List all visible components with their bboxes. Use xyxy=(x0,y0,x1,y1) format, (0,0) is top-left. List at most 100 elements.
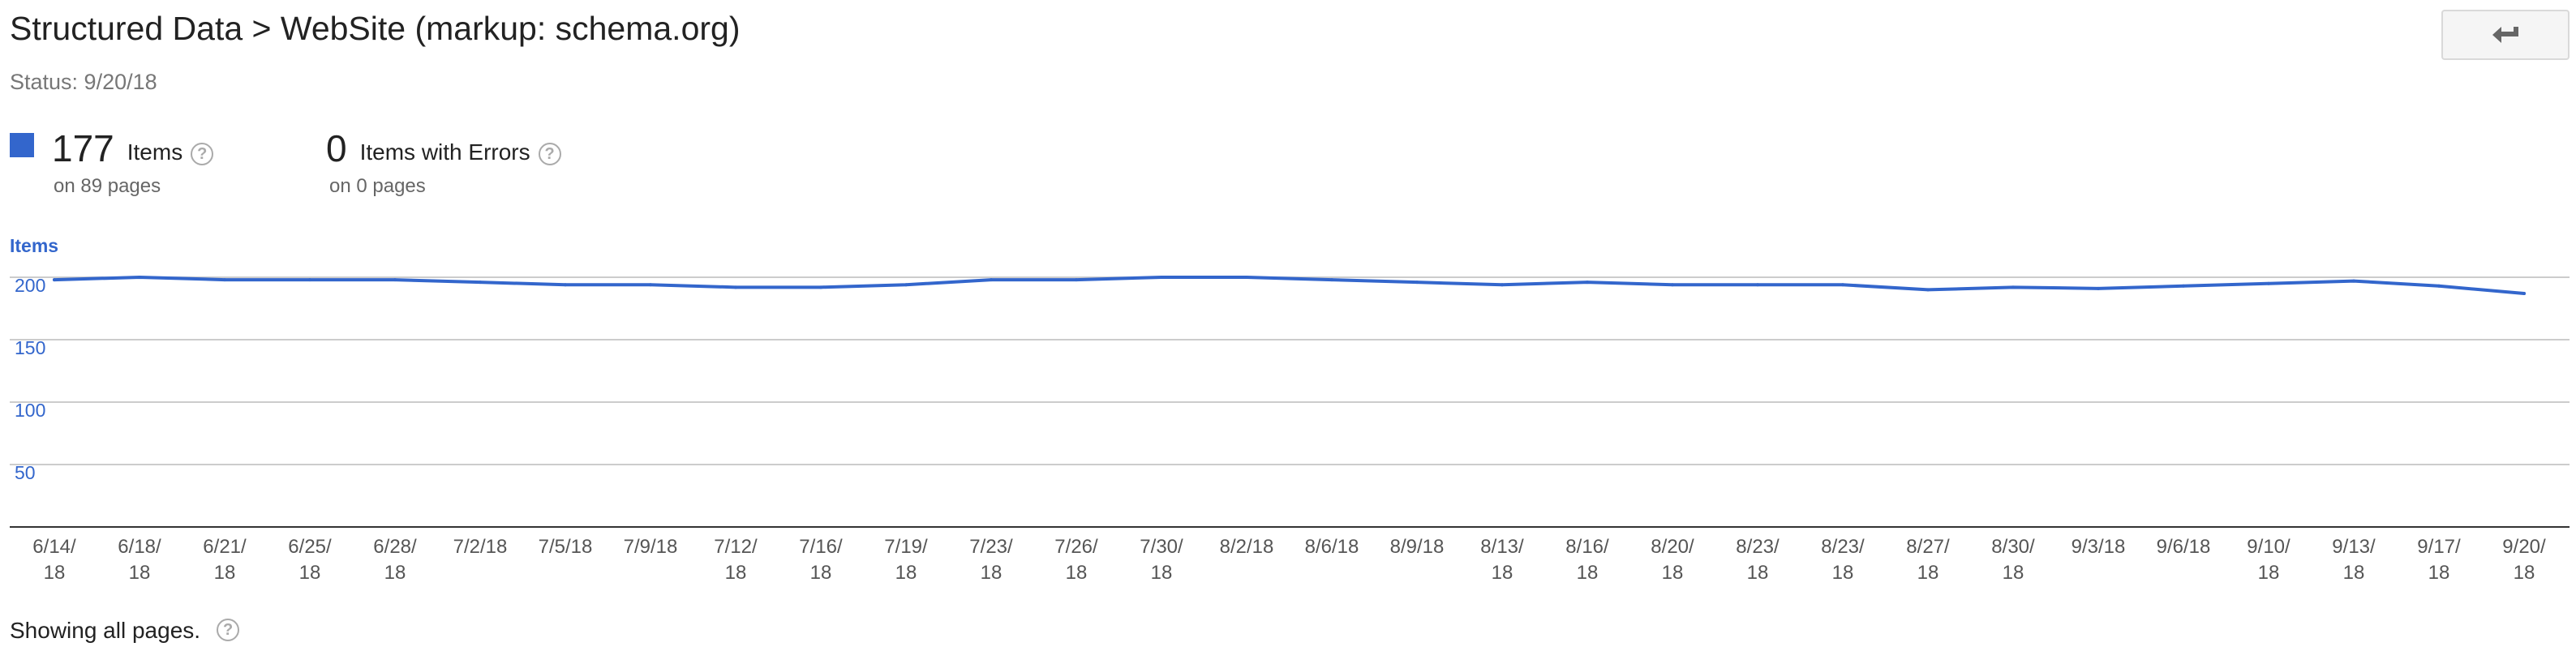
x-tick-label: 8/27/ xyxy=(1906,536,1950,558)
data-point xyxy=(819,285,822,289)
x-tick-label: 9/20/ xyxy=(2502,536,2546,558)
data-point xyxy=(649,283,652,287)
x-tick-label: 8/23/ xyxy=(1821,536,1865,558)
y-tick-label: 100 xyxy=(15,400,45,421)
x-tick-label: 7/30/ xyxy=(1140,536,1183,558)
x-tick-label: 8/16/ xyxy=(1565,536,1609,558)
data-point xyxy=(734,285,737,289)
x-tick-label: 7/23/ xyxy=(969,536,1013,558)
status-date: Status: 9/20/18 xyxy=(10,70,157,94)
x-tick-label: 18 xyxy=(2514,562,2535,584)
data-point xyxy=(308,278,311,282)
errors-metric: 0 Items with Errors ? on 0 pages xyxy=(326,130,561,198)
x-tick-label: 18 xyxy=(1747,562,1769,584)
x-tick-label: 9/10/ xyxy=(2247,536,2290,558)
y-tick-label: 200 xyxy=(15,275,45,296)
data-point xyxy=(138,276,141,279)
y-tick-label: 150 xyxy=(15,337,45,358)
data-point xyxy=(1415,281,1419,285)
x-tick-label: 7/19/ xyxy=(884,536,928,558)
series-line xyxy=(53,276,2526,296)
data-point xyxy=(990,278,993,282)
data-point xyxy=(393,278,397,282)
items-line-chart: 200 150 100 50 6/14/18 6/18/18 6/21/18 6/25/18 6… xyxy=(10,275,2570,584)
data-point xyxy=(2522,292,2526,296)
help-icon[interactable]: ? xyxy=(217,619,240,641)
data-point xyxy=(1330,278,1333,282)
x-tick-label: 6/14/ xyxy=(32,536,76,558)
data-point xyxy=(1245,276,1248,279)
x-tick-label: 9/3/18 xyxy=(2072,536,2126,558)
data-point xyxy=(1671,283,1674,287)
x-tick-label: 18 xyxy=(1917,562,1939,584)
data-point xyxy=(223,278,226,282)
x-tick-label: 18 xyxy=(299,562,321,584)
x-tick-label: 18 xyxy=(129,562,151,584)
y-tick-label: 50 xyxy=(15,462,36,483)
data-point xyxy=(2352,279,2355,283)
x-tick-label: 8/9/18 xyxy=(1390,536,1445,558)
errors-count: 0 xyxy=(326,127,347,169)
footer-note: Showing all pages. ? xyxy=(10,618,240,644)
x-tick-label: 18 xyxy=(725,562,747,584)
x-tick-label: 18 xyxy=(981,562,1002,584)
x-tick-label: 18 xyxy=(1492,562,1513,584)
data-point xyxy=(1586,281,1589,285)
x-tick-label: 18 xyxy=(2343,562,2365,584)
help-icon[interactable]: ? xyxy=(191,143,214,165)
data-point xyxy=(2011,285,2015,289)
x-tick-label: 18 xyxy=(810,562,832,584)
x-tick-label: 7/2/18 xyxy=(453,536,508,558)
data-point xyxy=(904,283,908,287)
x-tick-label: 7/26/ xyxy=(1054,536,1098,558)
x-tick-label: 18 xyxy=(2258,562,2280,584)
x-tick-label: 9/17/ xyxy=(2417,536,2461,558)
x-tick-label: 7/12/ xyxy=(714,536,758,558)
items-pages: on 89 pages xyxy=(54,175,161,197)
x-tick-label: 8/13/ xyxy=(1480,536,1524,558)
back-button[interactable] xyxy=(2441,10,2570,60)
errors-pages: on 0 pages xyxy=(329,175,426,197)
x-tick-label: 7/5/18 xyxy=(539,536,593,558)
x-tick-label: 7/16/ xyxy=(799,536,843,558)
data-point xyxy=(1160,276,1163,279)
x-tick-label: 18 xyxy=(214,562,236,584)
x-tick-label: 9/13/ xyxy=(2332,536,2376,558)
data-point xyxy=(1926,288,1930,292)
x-tick-label: 8/6/18 xyxy=(1305,536,1359,558)
data-point xyxy=(2182,284,2185,288)
page-title: Structured Data > WebSite (markup: schem… xyxy=(10,10,741,47)
x-tick-label: 18 xyxy=(384,562,406,584)
x-tick-label: 6/28/ xyxy=(373,536,417,558)
data-point xyxy=(1501,283,1504,287)
x-tick-label: 18 xyxy=(1151,562,1173,584)
help-icon[interactable]: ? xyxy=(538,143,561,165)
x-tick-label: 18 xyxy=(1066,562,1088,584)
x-tick-label: 9/6/18 xyxy=(2157,536,2211,558)
x-tick-label: 18 xyxy=(44,562,66,584)
items-count: 177 xyxy=(52,127,114,169)
data-point xyxy=(2097,286,2100,290)
data-point xyxy=(1841,283,1844,287)
data-point xyxy=(53,278,56,282)
x-tick-label: 6/18/ xyxy=(118,536,161,558)
items-legend-swatch xyxy=(10,133,34,157)
x-tick-label: 18 xyxy=(1832,562,1854,584)
errors-label: Items with Errors xyxy=(359,139,530,165)
data-point xyxy=(1075,278,1078,282)
x-tick-label: 18 xyxy=(1662,562,1684,584)
x-tick-label: 8/2/18 xyxy=(1220,536,1274,558)
items-metric: 177 Items ? on 89 pages xyxy=(10,127,214,198)
x-tick-label: 7/9/18 xyxy=(624,536,678,558)
x-tick-label: 18 xyxy=(2428,562,2450,584)
x-tick-label: 8/23/ xyxy=(1736,536,1780,558)
x-tick-label: 18 xyxy=(1577,562,1599,584)
data-point xyxy=(564,283,567,287)
x-tick-label: 6/25/ xyxy=(288,536,332,558)
items-label: Items xyxy=(127,139,183,165)
x-tick-label: 18 xyxy=(2003,562,2024,584)
data-point xyxy=(479,281,482,285)
data-point xyxy=(2437,284,2441,288)
x-tick-label: 6/21/ xyxy=(203,536,247,558)
x-tick-label: 8/20/ xyxy=(1651,536,1694,558)
